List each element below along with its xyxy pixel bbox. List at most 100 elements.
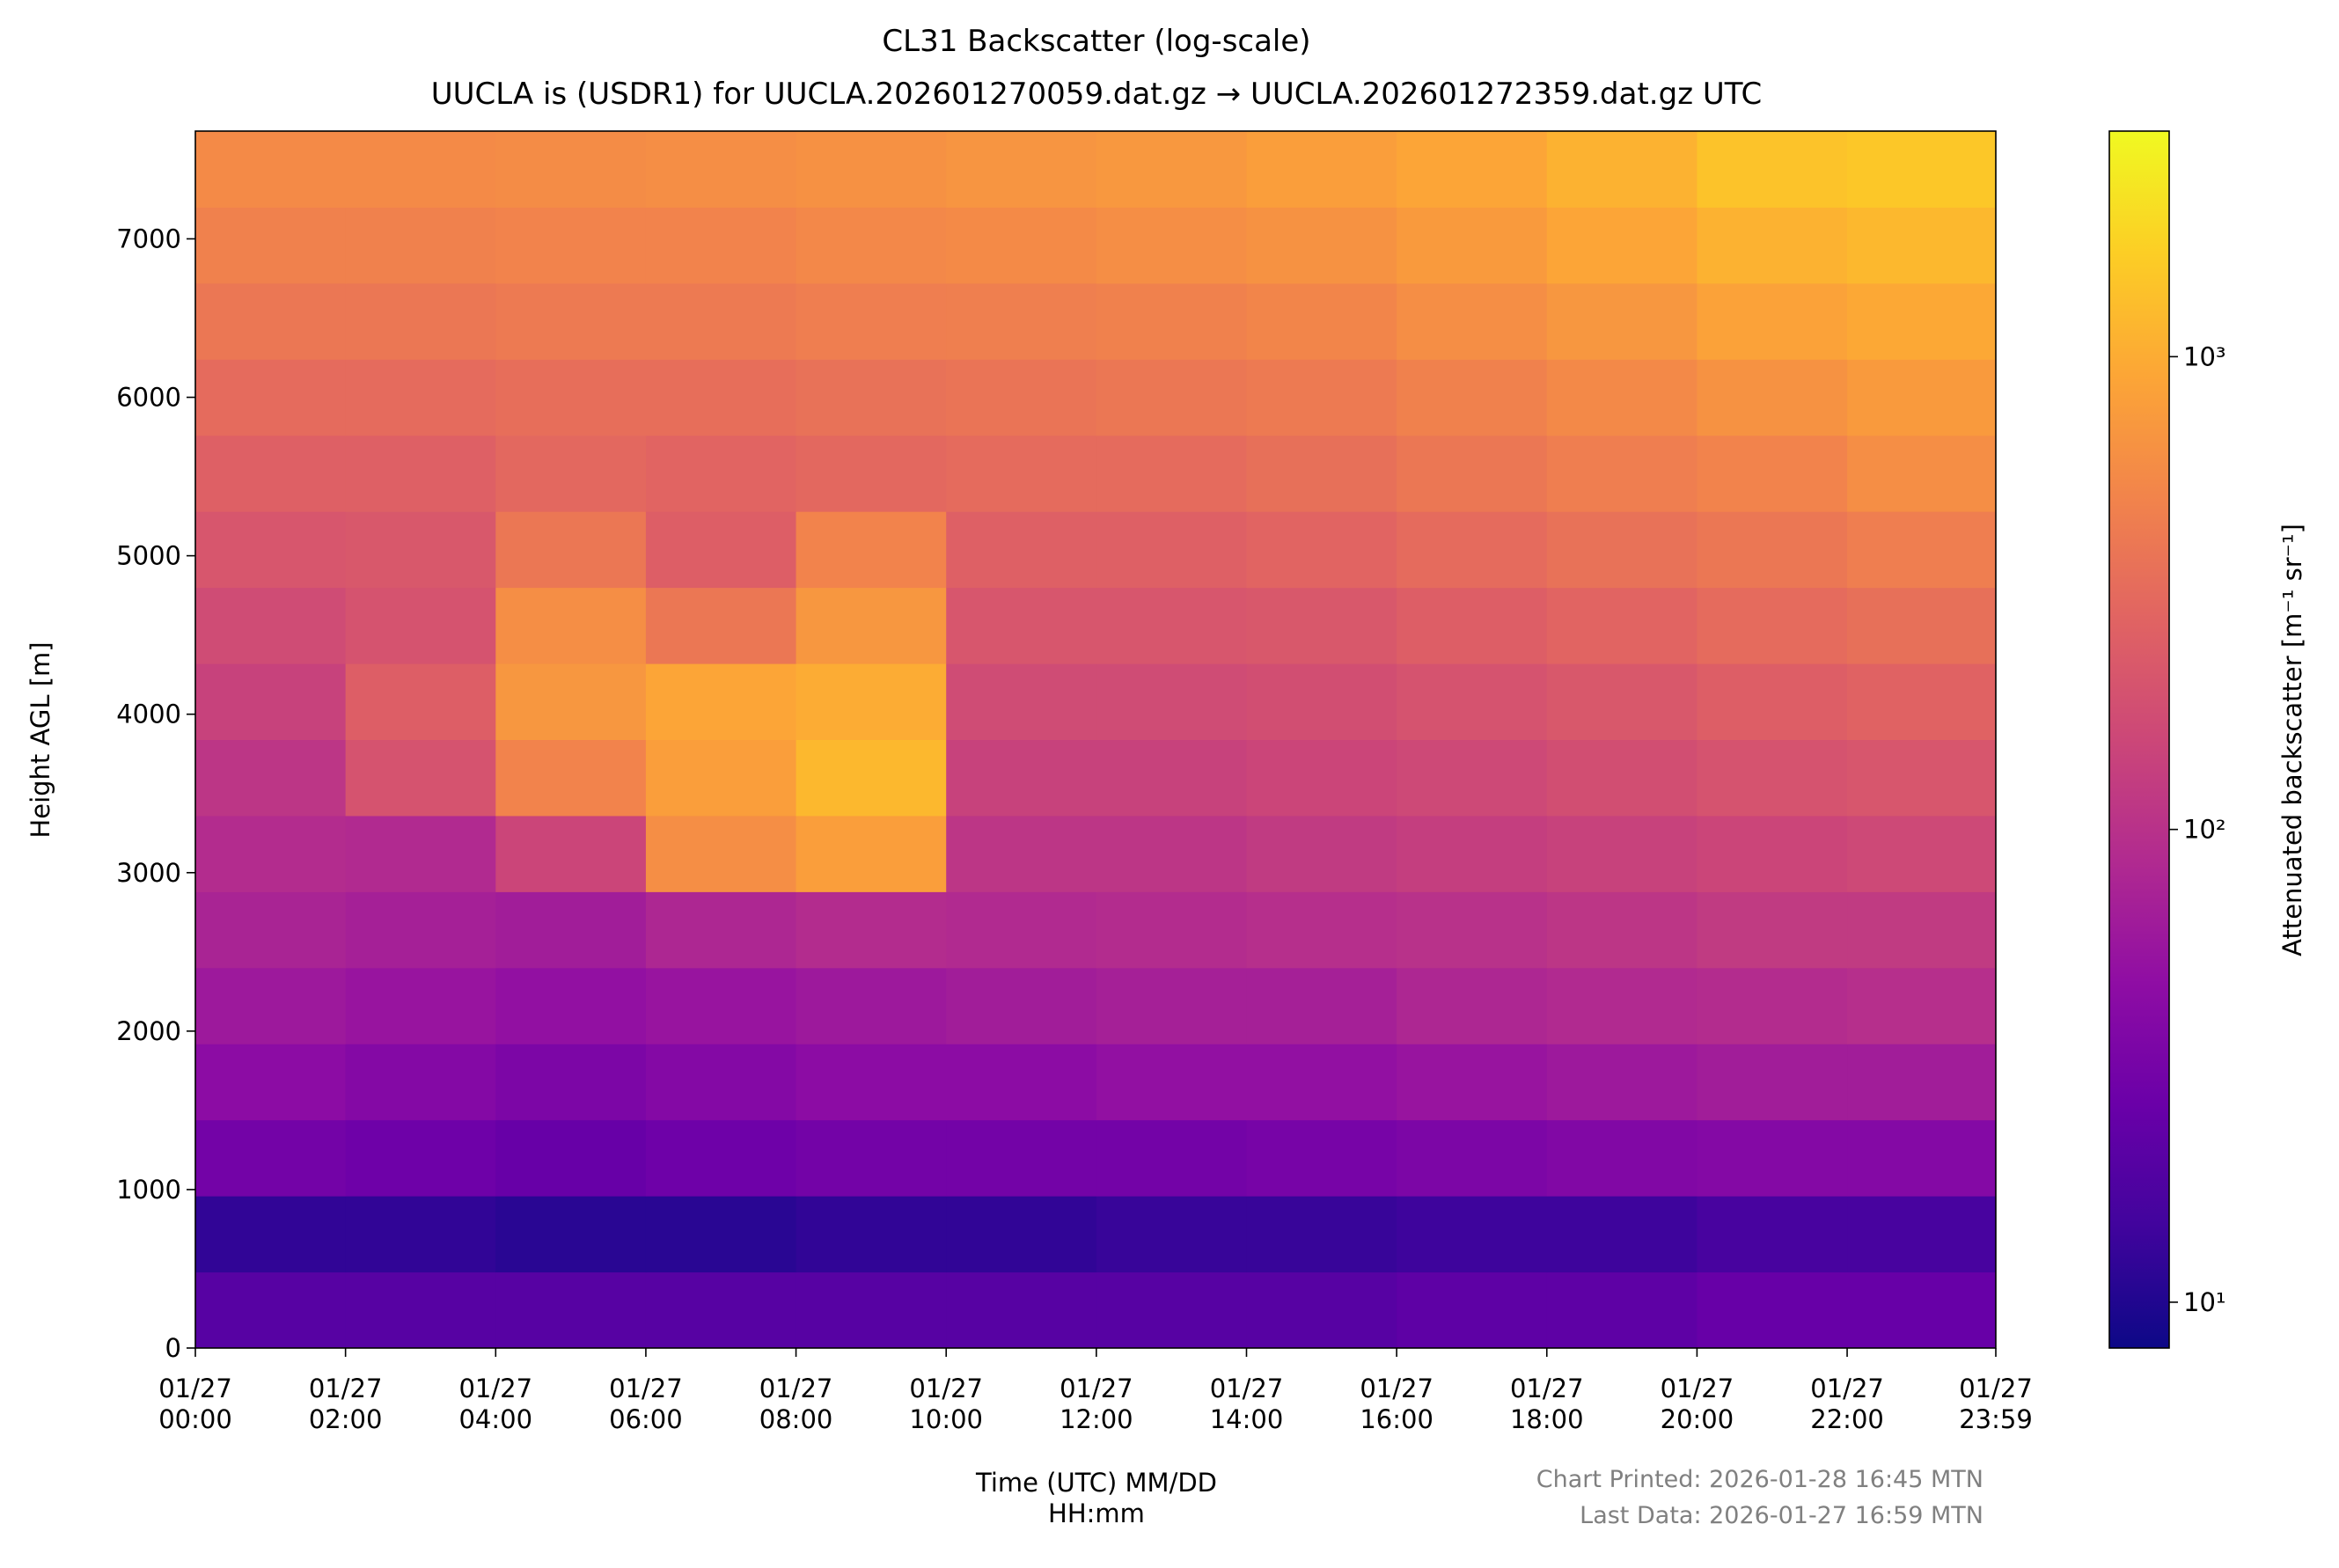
heatmap-cell	[1246, 1271, 1397, 1349]
heatmap-cell	[495, 967, 647, 1044]
heatmap-cell	[946, 1119, 1097, 1197]
heatmap-cell	[796, 891, 947, 969]
heatmap-cell	[195, 1271, 347, 1349]
heatmap-cell	[1096, 511, 1247, 589]
heatmap-cell	[796, 1119, 947, 1197]
heatmap-cell	[1546, 663, 1697, 740]
heatmap-cell	[1697, 967, 1848, 1044]
heatmap-cell	[345, 511, 496, 589]
heatmap-cell	[796, 1271, 947, 1349]
heatmap-cell	[1546, 739, 1697, 817]
heatmap-cell	[1246, 435, 1397, 512]
colorbar	[2108, 130, 2170, 1349]
colorbar-tick-label: 10³	[2183, 341, 2226, 371]
y-tick-label: 3000	[116, 858, 181, 888]
heatmap-cell	[1847, 131, 1997, 208]
heatmap-cell	[1096, 1271, 1247, 1349]
y-tick-label: 2000	[116, 1016, 181, 1046]
heatmap-cell	[1847, 1196, 1997, 1273]
heatmap-cell	[796, 207, 947, 284]
heatmap-cell	[495, 1119, 647, 1197]
chart-title: CL31 Backscatter (log-scale)	[882, 24, 1310, 59]
y-tick-label: 0	[165, 1333, 181, 1363]
heatmap-cell	[1546, 815, 1697, 892]
chart-subtitle: UUCLA is (USDR1) for UUCLA.202601270059.…	[431, 77, 1763, 112]
heatmap-cell	[645, 815, 797, 892]
heatmap-cell	[796, 131, 947, 208]
heatmap-cell	[946, 739, 1097, 817]
heatmap-cell	[345, 739, 496, 817]
heatmap-cell	[796, 282, 947, 360]
heatmap-cell	[1697, 663, 1848, 740]
heatmap-cell	[1397, 815, 1548, 892]
heatmap-cell	[1246, 739, 1397, 817]
heatmap-cell	[1847, 739, 1997, 817]
heatmap-cell	[946, 359, 1097, 436]
heatmap-cell	[1847, 891, 1997, 969]
heatmap-cell	[195, 663, 347, 740]
x-tick-label: 01/27 00:00	[158, 1374, 232, 1434]
heatmap-cell	[345, 1044, 496, 1121]
heatmap-cell	[195, 891, 347, 969]
heatmap-cell	[1697, 1271, 1848, 1349]
heatmap-cell	[1546, 967, 1697, 1044]
heatmap-cell	[1847, 587, 1997, 664]
heatmap-cell	[796, 739, 947, 817]
x-tick-label: 01/27 18:00	[1510, 1374, 1584, 1434]
heatmap-cell	[195, 1044, 347, 1121]
x-tick-label: 01/27 08:00	[759, 1374, 833, 1434]
heatmap-cell	[946, 435, 1097, 512]
heatmap-cell	[1847, 1119, 1997, 1197]
heatmap-cell	[1546, 282, 1697, 360]
colorbar-label: Attenuated backscatter [m⁻¹ sr⁻¹]	[2277, 524, 2307, 956]
heatmap-cell	[1397, 1271, 1548, 1349]
heatmap-cell	[345, 1196, 496, 1273]
heatmap-cell	[1096, 359, 1247, 436]
plot-frame	[194, 130, 1997, 1349]
heatmap-cell	[1697, 1196, 1848, 1273]
heatmap-cell	[495, 663, 647, 740]
heatmap-cell	[796, 663, 947, 740]
heatmap-cell	[1847, 207, 1997, 284]
x-tick-label: 01/27 16:00	[1360, 1374, 1433, 1434]
heatmap-cell	[1096, 1044, 1247, 1121]
heatmap-cell	[645, 359, 797, 436]
heatmap-cell	[1546, 891, 1697, 969]
heatmap-cell	[1847, 511, 1997, 589]
heatmap-cell	[645, 1271, 797, 1349]
heatmap-cell	[1246, 511, 1397, 589]
heatmap-cell	[195, 1119, 347, 1197]
heatmap-cell	[1847, 282, 1997, 360]
heatmap-cell	[1397, 891, 1548, 969]
heatmap-cell	[1096, 435, 1247, 512]
heatmap-cell	[1847, 359, 1997, 436]
heatmap-cell	[645, 587, 797, 664]
heatmap-cell	[195, 435, 347, 512]
heatmap-cell	[946, 511, 1097, 589]
heatmap-cell	[946, 967, 1097, 1044]
heatmap-cell	[195, 587, 347, 664]
heatmap-cell	[495, 282, 647, 360]
heatmap-cell	[1546, 587, 1697, 664]
heatmap-cell	[495, 891, 647, 969]
heatmap-cell	[1397, 131, 1548, 208]
heatmap-cell	[495, 207, 647, 284]
heatmap-cell	[796, 1196, 947, 1273]
heatmap-cell	[195, 739, 347, 817]
heatmap-cell	[495, 739, 647, 817]
heatmap-cell	[1397, 1196, 1548, 1273]
heatmap-cell	[1246, 282, 1397, 360]
heatmap-cell	[195, 815, 347, 892]
heatmap-cell	[645, 1196, 797, 1273]
heatmap-cell	[1546, 1271, 1697, 1349]
heatmap-cell	[796, 587, 947, 664]
heatmap-cell	[645, 511, 797, 589]
heatmap-cell	[1246, 891, 1397, 969]
heatmap-cell	[1397, 1044, 1548, 1121]
heatmap-cell	[1847, 663, 1997, 740]
heatmap-cell	[345, 207, 496, 284]
heatmap-cell	[796, 967, 947, 1044]
heatmap-cell	[1847, 1271, 1997, 1349]
heatmap-cell	[495, 435, 647, 512]
heatmap-cell	[946, 207, 1097, 284]
